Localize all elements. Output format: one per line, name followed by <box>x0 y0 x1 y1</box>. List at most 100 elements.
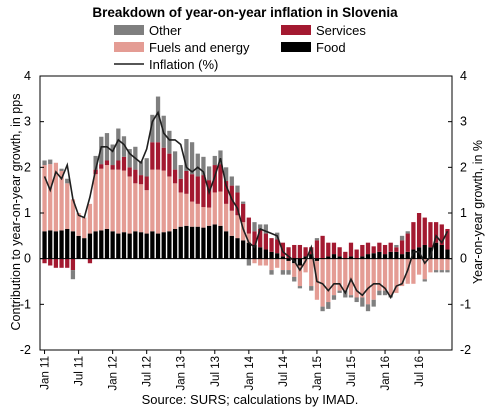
legend-label-inflation: Inflation (%) <box>149 57 218 72</box>
bar-other-49 <box>320 306 325 312</box>
bar-food-24 <box>178 226 183 259</box>
bar-food-7 <box>82 238 87 259</box>
bar-food-25 <box>184 225 189 259</box>
bar-food-70 <box>439 244 444 259</box>
legend-label-food: Food <box>316 40 346 55</box>
y-tick-label: 1 <box>24 206 31 220</box>
bar-fuels-and-energy-10 <box>99 168 104 231</box>
bar-services-59 <box>377 242 382 252</box>
bar-other-45 <box>297 286 303 289</box>
bar-food-37 <box>252 244 257 259</box>
bar-other-15 <box>127 149 132 168</box>
y-tick-label: 0 <box>24 252 31 266</box>
bar-services-68 <box>428 222 433 248</box>
bar-other-12 <box>110 144 115 166</box>
bar-other-29 <box>206 166 212 181</box>
bar-services-66 <box>416 213 422 248</box>
bar-food-31 <box>218 225 223 259</box>
y2-tick-label: 1 <box>460 206 467 220</box>
bar-food-27 <box>195 226 200 259</box>
bar-services-62 <box>394 247 399 252</box>
bar-fuels-and-energy-35 <box>241 222 246 241</box>
bar-services-5 <box>70 258 76 271</box>
bar-services-12 <box>110 165 115 170</box>
bar-other-38 <box>258 224 263 229</box>
bar-food-23 <box>172 228 178 259</box>
y2-tick-label: 3 <box>460 115 467 129</box>
bar-fuels-and-energy-31 <box>218 191 223 226</box>
bar-food-29 <box>206 225 212 259</box>
y2-tick-label: -1 <box>460 297 471 311</box>
bar-other-56 <box>360 297 365 307</box>
bar-fuels-and-energy-3 <box>59 170 64 231</box>
bar-fuels-and-energy-38 <box>258 258 263 266</box>
bar-food-10 <box>99 230 104 259</box>
bar-fuels-and-energy-34 <box>235 215 240 239</box>
bar-fuels-and-energy-40 <box>269 258 274 271</box>
y-tick-label: 3 <box>24 115 31 129</box>
y2-tick-label: -2 <box>460 343 471 357</box>
bar-fuels-and-energy-32 <box>224 203 229 232</box>
bar-fuels-and-energy-68 <box>428 258 433 273</box>
bar-fuels-and-energy-13 <box>116 169 121 234</box>
bar-fuels-and-energy-60 <box>382 258 388 291</box>
bar-fuels-and-energy-7 <box>82 217 87 239</box>
bar-services-39 <box>263 233 268 250</box>
bar-fuels-and-energy-39 <box>263 258 268 266</box>
y2-tick-label: 4 <box>460 69 467 83</box>
y-tick-label: -1 <box>20 297 31 311</box>
bar-fuels-and-energy-56 <box>360 258 365 298</box>
bar-fuels-and-energy-57 <box>365 258 371 305</box>
bar-fuels-and-energy-47 <box>309 258 314 287</box>
bar-services-56 <box>360 244 365 257</box>
bar-fuels-and-energy-20 <box>155 169 161 234</box>
legend-label-other: Other <box>149 23 182 38</box>
bar-fuels-and-energy-2 <box>53 162 59 232</box>
bar-food-0 <box>42 231 47 259</box>
bar-other-9 <box>93 155 98 170</box>
bar-services-16 <box>133 169 138 184</box>
bar-fuels-and-energy-24 <box>178 192 183 227</box>
bar-food-14 <box>121 232 127 259</box>
legend-swatch-other <box>114 25 144 35</box>
y-tick-label: -2 <box>20 343 31 357</box>
bar-other-20 <box>155 96 161 143</box>
bar-fuels-and-energy-21 <box>161 170 166 233</box>
bar-other-17 <box>138 161 144 176</box>
bar-fuels-and-energy-27 <box>195 203 200 227</box>
bar-services-46 <box>303 247 308 257</box>
bar-fuels-and-energy-19 <box>150 169 155 232</box>
legend-swatch-food <box>281 42 311 52</box>
bar-other-69 <box>433 270 439 273</box>
bar-services-41 <box>275 239 280 254</box>
bar-food-39 <box>263 249 268 259</box>
bar-other-10 <box>99 136 104 165</box>
bar-other-64 <box>405 231 410 234</box>
bar-fuels-and-energy-65 <box>411 258 416 284</box>
x-tick-label: Jul 11 <box>74 356 86 386</box>
bar-services-31 <box>218 164 223 192</box>
bar-other-22 <box>167 130 172 154</box>
bar-other-3 <box>59 168 64 171</box>
x-tick-label: Jul 13 <box>210 356 222 387</box>
bar-food-8 <box>87 233 93 259</box>
bar-other-28 <box>201 156 206 176</box>
bar-services-24 <box>178 178 183 193</box>
bar-fuels-and-energy-18 <box>144 190 149 234</box>
bar-services-37 <box>252 231 257 245</box>
bar-other-24 <box>178 165 183 179</box>
bar-other-27 <box>195 153 200 177</box>
bar-food-1 <box>48 230 53 259</box>
bar-services-67 <box>422 217 427 245</box>
bar-services-52 <box>337 247 342 257</box>
bar-fuels-and-energy-0 <box>42 165 47 232</box>
bar-fuels-and-energy-9 <box>93 174 98 232</box>
bar-services-10 <box>99 164 104 169</box>
bar-other-57 <box>365 304 371 312</box>
bar-fuels-and-energy-71 <box>445 258 450 271</box>
bar-services-21 <box>161 147 166 171</box>
bar-fuels-and-energy-29 <box>206 207 212 226</box>
bar-food-6 <box>76 235 81 259</box>
bar-other-1 <box>48 159 53 165</box>
